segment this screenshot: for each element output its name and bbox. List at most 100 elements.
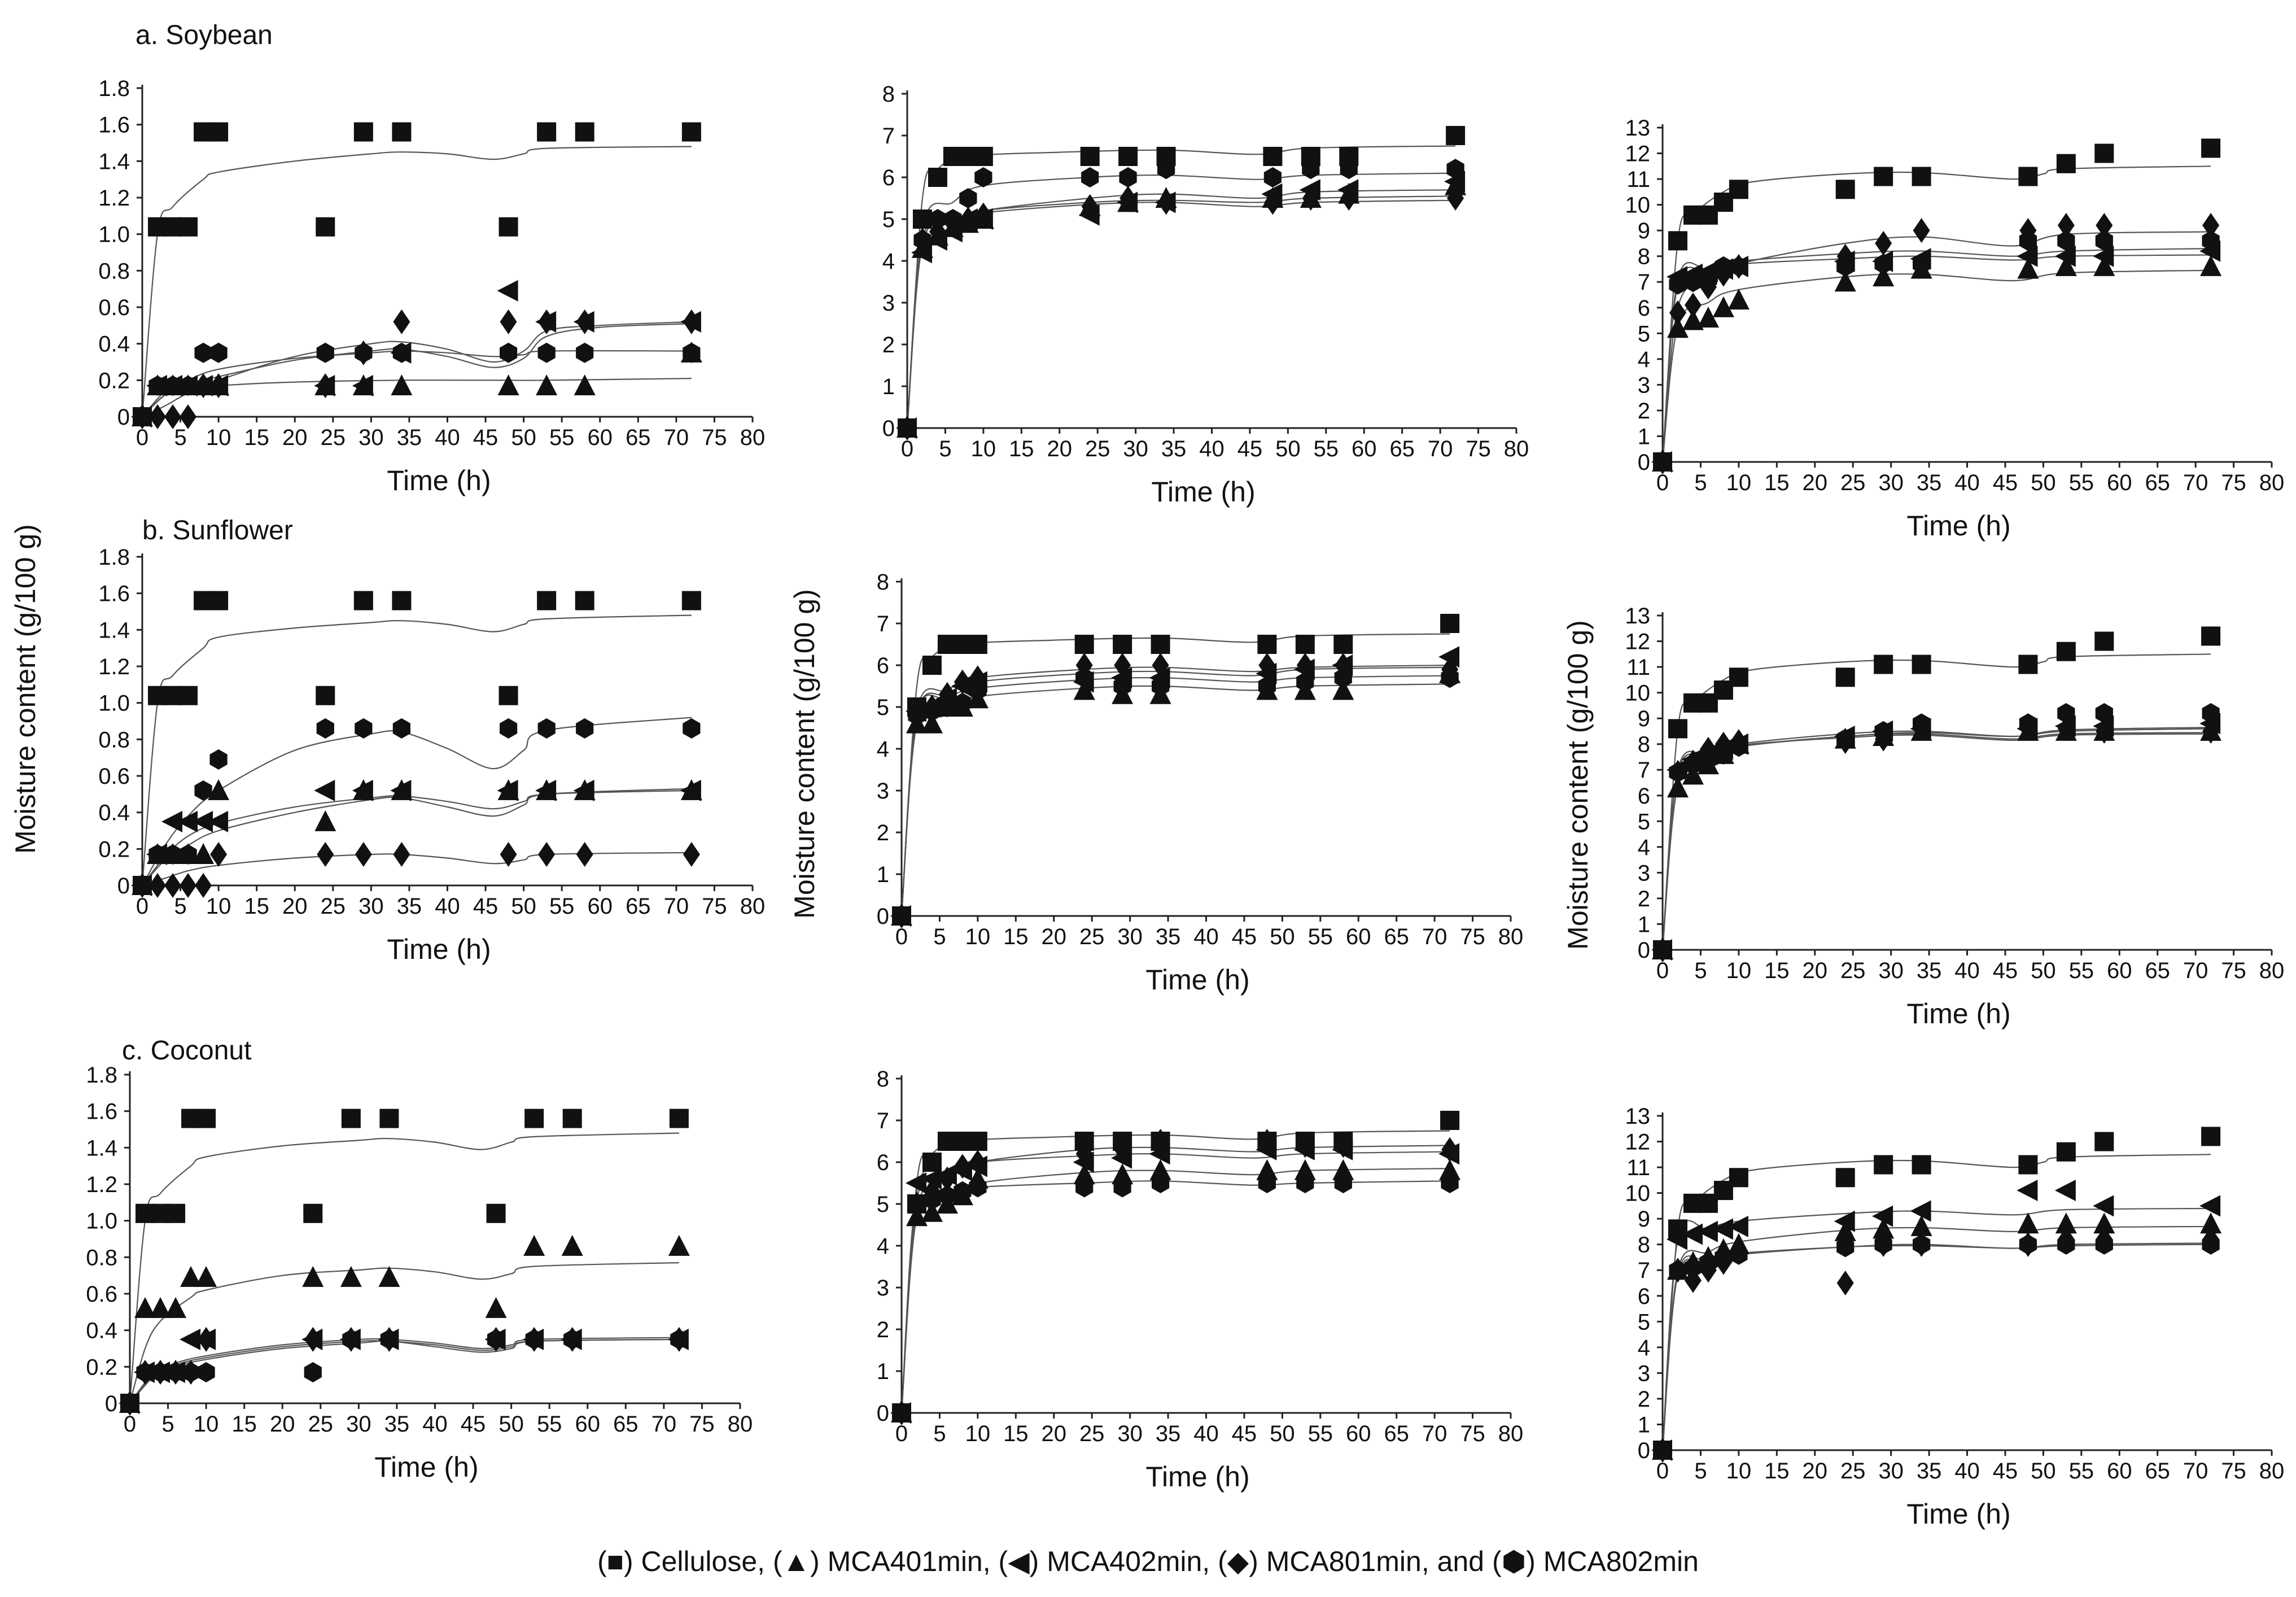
- data-point-mca801min: [149, 404, 167, 429]
- data-point-mca802min: [1699, 749, 1717, 770]
- x-tick-label: 55: [2069, 958, 2094, 983]
- data-point-cellulose: [341, 1109, 361, 1128]
- fit-curve-mca801min: [906, 199, 1456, 429]
- x-tick-label: 25: [1079, 1421, 1105, 1446]
- data-point-mca802min: [2202, 1234, 2220, 1255]
- data-point-mca802min: [563, 1329, 581, 1350]
- data-point-mca801min: [974, 202, 992, 228]
- data-point-mca802min: [525, 1329, 543, 1350]
- y-tick-label: 6: [1638, 1284, 1650, 1309]
- x-tick-label: 40: [435, 425, 460, 450]
- data-point-cellulose: [196, 1109, 216, 1128]
- data-point-mca802min: [576, 342, 594, 363]
- y-tick-label: 0.6: [98, 295, 130, 320]
- data-point-mca802min: [304, 1362, 322, 1382]
- data-point-mca802min: [1113, 676, 1131, 696]
- chart-panel: 0 5 10 15 20 25 30 35 40 45 50 55 60 65 70 75 8000.20.40…: [10, 516, 765, 965]
- data-point-mca401min: [921, 712, 943, 734]
- data-point-mca802min: [1836, 256, 1855, 277]
- data-point-mca801min: [1296, 653, 1314, 678]
- data-point-mca801min: [393, 842, 410, 867]
- x-tick-label: 25: [1840, 1459, 1866, 1483]
- data-point-mca402min: [573, 779, 594, 801]
- data-point-mca402min: [2093, 1195, 2114, 1217]
- chart-panel: 0 5 10 15 20 25 30 35 40 45 50 55 60 65 70 75 8000.20.40…: [86, 1036, 753, 1483]
- data-point-cellulose: [537, 591, 557, 610]
- fit-curve-mca802min: [1661, 1243, 2211, 1451]
- x-tick-label: 80: [2259, 958, 2285, 983]
- y-tick-label: 4: [882, 249, 895, 274]
- data-point-mca401min: [1834, 1220, 1856, 1241]
- data-point-cellulose: [303, 1203, 323, 1223]
- y-tick-label: 11: [1626, 1155, 1650, 1180]
- x-tick-label: 20: [1803, 470, 1828, 495]
- x-tick-label: 70: [2183, 958, 2208, 983]
- data-point-cellulose: [973, 147, 993, 166]
- data-point-mca801min: [959, 207, 977, 232]
- x-tick-label: 30: [1878, 1459, 1904, 1483]
- data-point-mca402min: [497, 280, 518, 302]
- data-point-mca801min: [683, 842, 700, 867]
- data-point-mca801min: [1114, 1137, 1131, 1162]
- y-tick-label: 3: [1638, 1361, 1650, 1386]
- data-point-mca401min: [195, 1266, 217, 1287]
- y-tick-label: 7: [877, 612, 889, 636]
- data-point-cellulose: [1874, 1155, 1893, 1175]
- x-tick-label: 60: [2107, 470, 2132, 495]
- data-point-cellulose: [1729, 180, 1748, 199]
- data-point-cellulose: [2018, 167, 2038, 186]
- data-point-mca801min: [500, 842, 517, 867]
- data-point-mca802min: [537, 342, 556, 363]
- data-point-mca401min: [2093, 255, 2115, 276]
- chart-panel: 0 5 10 15 20 25 30 35 40 45 50 55 60 65 70 75 8001234567…: [877, 1067, 1524, 1493]
- data-point-mca802min: [1715, 744, 1733, 765]
- data-point-mca802min: [898, 418, 916, 438]
- data-point-cellulose: [486, 1203, 506, 1223]
- data-point-mca802min: [1152, 676, 1170, 696]
- y-tick-label: 8: [877, 570, 889, 595]
- x-tick-label: 75: [1466, 437, 1491, 461]
- x-tick-label: 70: [1422, 1421, 1447, 1446]
- y-tick-label: 0.2: [98, 368, 130, 393]
- data-point-mca401min: [391, 374, 413, 396]
- data-point-cellulose: [1835, 667, 1855, 687]
- fit-curve-cellulose: [906, 145, 1456, 429]
- x-tick-label: 65: [2145, 470, 2170, 495]
- y-tick-label: 6: [877, 1150, 889, 1175]
- data-point-mca402min: [161, 810, 183, 832]
- data-point-mca401min: [2093, 1212, 2115, 1234]
- data-point-mca401min: [2200, 1212, 2222, 1234]
- x-tick-label: 15: [1764, 958, 1790, 983]
- y-tick-label: 2: [1638, 399, 1650, 424]
- data-point-mca801min: [1114, 653, 1131, 678]
- data-point-mca801min: [683, 309, 700, 334]
- x-tick-label: 35: [1156, 1421, 1181, 1446]
- data-point-mca802min: [2202, 703, 2220, 723]
- data-point-cellulose: [669, 1109, 689, 1128]
- data-point-mca802min: [1654, 940, 1672, 960]
- legend-label-mca402min: MCA402min: [1047, 1546, 1202, 1577]
- data-point-mca401min: [2017, 258, 2039, 279]
- x-tick-label: 60: [588, 894, 613, 919]
- data-point-mca802min: [1684, 754, 1702, 775]
- x-tick-label: 25: [1079, 924, 1105, 949]
- data-point-mca801min: [1075, 1141, 1093, 1167]
- x-tick-label: 60: [1346, 1421, 1371, 1446]
- x-tick-label: 65: [613, 1412, 638, 1437]
- data-point-mca402min: [905, 1172, 926, 1194]
- x-tick-label: 40: [1954, 958, 1980, 983]
- data-point-mca802min: [1258, 676, 1276, 696]
- x-tick-label: 30: [358, 894, 384, 919]
- data-point-mca401min: [1667, 317, 1689, 338]
- y-tick-label: 8: [1638, 1233, 1650, 1258]
- x-tick-label: 10: [1726, 958, 1752, 983]
- data-point-mca802min: [2202, 230, 2220, 251]
- y-tick-label: 1.4: [98, 618, 130, 643]
- data-point-mca802min: [974, 167, 992, 187]
- data-point-mca801min: [1875, 230, 1892, 256]
- x-tick-label: 10: [1726, 1459, 1752, 1483]
- data-point-mca802min: [1730, 1244, 1748, 1265]
- data-point-mca802min: [1874, 1234, 1892, 1255]
- x-tick-label: 15: [1009, 437, 1034, 461]
- x-tick-label: 45: [1232, 924, 1257, 949]
